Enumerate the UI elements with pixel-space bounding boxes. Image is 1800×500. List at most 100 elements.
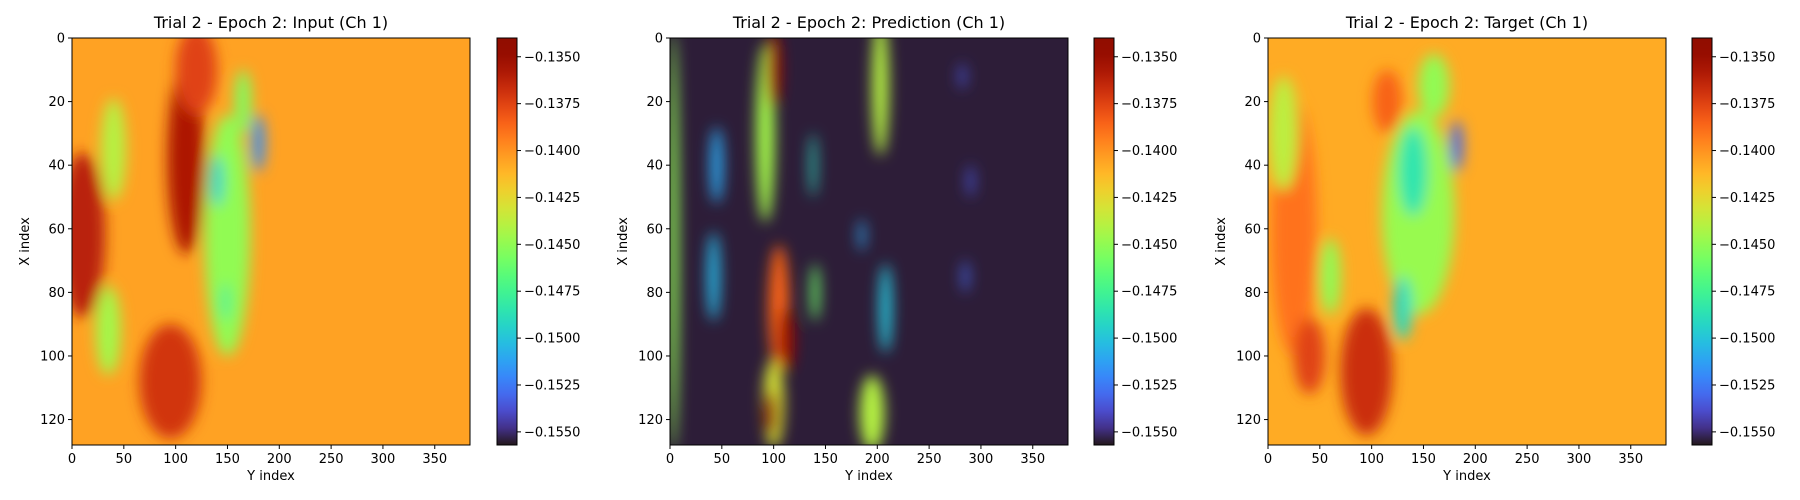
colorbar-tick-label: −0.1450 [1719, 238, 1775, 253]
y-tick-label: 0 [57, 32, 65, 47]
y-tick-label: 100 [638, 349, 663, 364]
y-tick-label: 20 [48, 95, 65, 110]
heatmap-region-11 [810, 263, 820, 321]
x-tick-label: 200 [267, 452, 292, 467]
heatmap-region-9 [764, 390, 777, 436]
colorbar-tick-label: −0.1500 [1121, 332, 1177, 347]
y-tick-label: 80 [48, 286, 65, 301]
colorbar-tick-label: −0.1450 [524, 238, 580, 253]
heatmap-region-6 [1398, 127, 1428, 217]
x-tick-label: 250 [917, 452, 942, 467]
y-axis-label: X index [616, 217, 631, 266]
x-tick-label: 50 [1312, 452, 1329, 467]
colorbar-tick-label: −0.1425 [524, 191, 580, 206]
x-tick-label: 100 [761, 452, 786, 467]
chart-title: Trial 2 - Epoch 2: Prediction (Ch 1) [732, 13, 1005, 32]
x-tick-label: 250 [319, 452, 344, 467]
heatmap-region-16 [959, 63, 966, 89]
x-tick-label: 150 [1411, 452, 1436, 467]
heatmap-image [1269, 53, 1463, 436]
x-tick-label: 150 [813, 452, 838, 467]
x-tick-label: 50 [116, 452, 133, 467]
x-tick-label: 0 [1264, 452, 1272, 467]
axes-frame [1267, 37, 1667, 446]
y-axis-label: X index [1214, 217, 1229, 266]
chart-title: Trial 2 - Epoch 2: Target (Ch 1) [1345, 13, 1588, 32]
colorbar-tick-label: −0.1350 [1719, 50, 1775, 65]
y-tick-label: 80 [1244, 286, 1261, 301]
x-tick-label: 250 [1515, 452, 1540, 467]
y-tick-label: 40 [48, 159, 65, 174]
colorbar-tick-label: −0.1350 [524, 50, 580, 65]
x-tick-label: 100 [1359, 452, 1384, 467]
colorbar-tick-label: −0.1425 [1121, 191, 1177, 206]
heatmap-region-4 [175, 38, 218, 115]
y-tick-label: 20 [1244, 95, 1261, 110]
colorbar-tick-label: −0.1475 [1121, 285, 1177, 300]
colorbar-tick-label: −0.1500 [524, 332, 580, 347]
panel-2: Trial 2 - Epoch 2: Prediction (Ch 1) 0 50 1… [616, 13, 1177, 484]
x-tick-label: 300 [969, 452, 994, 467]
heatmap-region-17 [967, 165, 974, 197]
y-tick-label: 100 [40, 349, 65, 364]
y-tick-label: 40 [1244, 159, 1261, 174]
heatmap-region-13 [879, 263, 892, 353]
x-tick-label: 200 [865, 452, 890, 467]
panel-1: Trial 2 - Epoch 2: Input (Ch 1) 0 50 100 150… [18, 13, 580, 484]
panel-3: Trial 2 - Epoch 2: Target (Ch 1) 0 50 100 15… [1214, 13, 1775, 484]
heatmap-region-11 [1319, 238, 1341, 315]
x-tick-label: 50 [714, 452, 731, 467]
y-tick-label: 0 [655, 32, 663, 47]
heatmap-region-18 [962, 260, 969, 293]
heatmap-region-2 [1340, 308, 1393, 436]
heatmap-region-1 [72, 152, 106, 318]
colorbar-tick-label: −0.1375 [1121, 97, 1177, 112]
x-tick-label: 350 [1618, 452, 1643, 467]
heatmap-region-14 [859, 375, 885, 445]
y-tick-label: 60 [1244, 222, 1261, 237]
colorbar-tick-label: −0.1550 [524, 425, 580, 440]
x-tick-label: 300 [371, 452, 396, 467]
heatmap-region-8 [210, 155, 224, 207]
heatmap-region-7 [777, 308, 795, 372]
colorbar-tick-label: −0.1350 [1121, 50, 1177, 65]
heatmap-region-3 [139, 324, 202, 439]
heatmap-image [670, 38, 974, 445]
colorbar-tick-label: −0.1475 [524, 285, 580, 300]
colorbar-tick-label: −0.1525 [1719, 378, 1775, 393]
heatmap-region-10 [809, 133, 817, 197]
y-tick-label: 100 [1236, 349, 1261, 364]
heatmap-region-7 [1393, 276, 1413, 341]
y-tick-label: 80 [646, 286, 663, 301]
colorbar-tick-label: −0.1400 [524, 144, 580, 159]
y-tick-label: 120 [1236, 413, 1261, 428]
heatmap-region-4 [1269, 76, 1299, 191]
heatmap-region-5 [766, 38, 781, 108]
heatmap-region-1 [670, 38, 679, 445]
y-tick-label: 60 [48, 222, 65, 237]
heatmap-region-2 [710, 127, 723, 204]
colorbar-tick-label: −0.1450 [1121, 238, 1177, 253]
colorbar [496, 37, 518, 446]
colorbar-tick-label: −0.1550 [1121, 425, 1177, 440]
heatmap-region-7 [204, 114, 251, 356]
colorbar-tick-label: −0.1525 [524, 378, 580, 393]
x-tick-label: 0 [666, 452, 674, 467]
y-tick-label: 120 [638, 413, 663, 428]
colorbar [1093, 37, 1115, 446]
axes-frame [71, 37, 471, 446]
chart-title: Trial 2 - Epoch 2: Input (Ch 1) [153, 13, 388, 32]
heatmap-region-12 [872, 38, 889, 156]
heatmap-region-6 [101, 98, 126, 201]
colorbar-tick-label: −0.1425 [1719, 191, 1775, 206]
y-tick-label: 120 [40, 413, 65, 428]
colorbar [1691, 37, 1713, 446]
colorbar-tick-label: −0.1475 [1719, 285, 1775, 300]
x-tick-label: 150 [215, 452, 240, 467]
y-tick-label: 0 [1253, 32, 1261, 47]
y-tick-label: 60 [646, 222, 663, 237]
x-tick-label: 350 [1020, 452, 1045, 467]
heatmap-region-3 [707, 231, 720, 321]
heatmap-region-8 [1450, 120, 1463, 172]
heatmap-region-9 [1418, 53, 1450, 118]
